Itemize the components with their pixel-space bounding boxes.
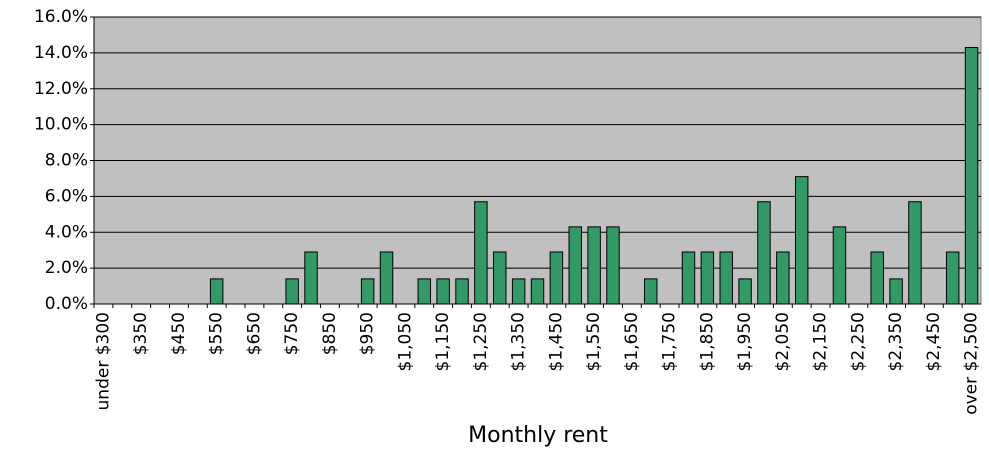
x-tick-label: $1,850	[697, 312, 717, 371]
bar	[304, 251, 318, 305]
x-tick-label: $950	[358, 312, 378, 355]
x-axis-label: Monthly rent	[468, 423, 608, 448]
y-tick-label: 8.0%	[45, 151, 88, 171]
x-tick-label: $650	[244, 312, 264, 355]
bar	[587, 226, 601, 305]
bar	[455, 278, 469, 305]
bar	[493, 251, 507, 305]
y-tick-label: 6.0%	[45, 186, 88, 206]
bar	[360, 278, 375, 305]
x-tick-label: $1,950	[735, 312, 755, 371]
bar	[285, 278, 299, 305]
bar	[417, 278, 431, 305]
bar	[549, 251, 564, 305]
x-tick-label: $850	[320, 312, 340, 355]
bar	[436, 278, 450, 305]
y-tick-label: 0.0%	[45, 294, 88, 314]
bar	[832, 226, 847, 305]
x-tick-label: $450	[169, 312, 189, 355]
y-tick-label: 14.0%	[34, 43, 88, 63]
y-tick-label: 12.0%	[34, 79, 88, 99]
x-tick-label: $2,450	[924, 312, 944, 371]
x-tick-label: $1,050	[395, 312, 415, 371]
bar	[908, 201, 922, 305]
y-tick-label: 2.0%	[45, 258, 88, 278]
x-tick-label: $1,350	[509, 312, 529, 371]
bar	[794, 176, 809, 305]
x-tick-label: $1,250	[471, 312, 491, 371]
bar	[209, 278, 224, 305]
x-tick-label: $1,450	[546, 312, 566, 371]
x-tick-label: $550	[207, 312, 227, 355]
x-tick-label: $350	[131, 312, 151, 355]
bar	[719, 251, 733, 305]
y-tick-label: 16.0%	[34, 7, 88, 27]
bar	[964, 46, 979, 305]
bar	[511, 278, 526, 305]
y-tick-label: 10.0%	[34, 115, 88, 135]
x-tick-label: under $300	[93, 312, 113, 410]
x-tick-label: $2,050	[773, 312, 793, 371]
bar	[776, 251, 790, 305]
bar	[681, 251, 696, 305]
bar	[568, 226, 582, 305]
bar	[945, 251, 960, 305]
x-tick-label: $2,250	[848, 312, 868, 371]
bar	[379, 251, 394, 305]
bar	[606, 226, 620, 305]
bar	[644, 278, 658, 305]
x-tick-label: $1,650	[622, 312, 642, 371]
bar	[870, 251, 884, 305]
x-tick-label: $2,150	[811, 312, 831, 371]
bar	[889, 278, 903, 305]
bar	[757, 201, 771, 305]
x-tick-label: $750	[282, 312, 302, 355]
x-tick-label: $1,150	[433, 312, 453, 371]
bar	[530, 278, 545, 305]
bar	[700, 251, 715, 305]
x-tick-label: over $2,500	[962, 312, 982, 415]
y-tick-label: 4.0%	[45, 222, 88, 242]
bar	[738, 278, 752, 305]
x-tick-label: $1,550	[584, 312, 604, 371]
x-tick-label: $2,350	[886, 312, 906, 371]
x-tick-label: $1,750	[660, 312, 680, 371]
bar	[474, 201, 488, 305]
